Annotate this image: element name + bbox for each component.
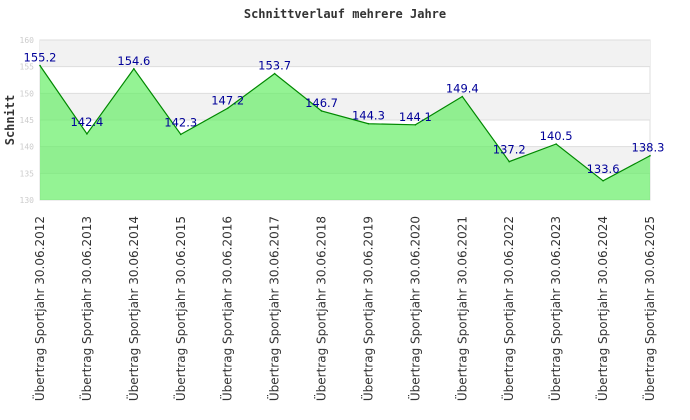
data-point [320, 110, 323, 112]
grid-band [40, 40, 650, 67]
data-label: 133.6 [587, 162, 620, 176]
data-label: 154.6 [117, 54, 150, 68]
data-point [39, 64, 41, 67]
y-tick-label: 135 [20, 169, 35, 178]
y-tick-label: 145 [20, 116, 35, 125]
series-line [39, 65, 651, 182]
x-tick-label: Übertrag Sportjahr 30.06.2017 [266, 216, 282, 401]
x-tick-label: Übertrag Sportjahr 30.06.2021 [453, 216, 469, 401]
data-label: 144.3 [352, 109, 385, 123]
data-point [273, 72, 276, 75]
data-point [414, 124, 417, 126]
y-tick-label: 140 [20, 143, 35, 152]
area-fill [40, 65, 650, 200]
data-point [555, 143, 557, 145]
data-point [602, 180, 604, 182]
x-tick-label: Übertrag Sportjahr 30.06.2025 [641, 216, 657, 401]
data-point [461, 95, 464, 98]
x-tick-label: Übertrag Sportjahr 30.06.2019 [359, 216, 375, 401]
y-axis-label: Schnitt [3, 95, 17, 146]
x-tick-label: Übertrag Sportjahr 30.06.2020 [406, 216, 422, 401]
data-point [179, 133, 182, 136]
data-point [649, 154, 651, 157]
data-label: 144.1 [399, 110, 432, 124]
x-tick-label: Übertrag Sportjahr 30.06.2024 [594, 216, 610, 401]
data-label: 142.4 [70, 115, 103, 129]
x-tick-label: Übertrag Sportjahr 30.06.2015 [172, 216, 188, 401]
data-point [86, 133, 88, 135]
data-label: 138.3 [632, 141, 665, 155]
y-tick-label: 150 [20, 89, 35, 98]
data-label: 153.7 [258, 59, 291, 73]
data-label: 137.2 [493, 143, 526, 157]
x-tick-label: Übertrag Sportjahr 30.06.2013 [78, 216, 94, 401]
data-point [226, 107, 229, 110]
data-label: 146.7 [305, 96, 338, 110]
y-tick-label: 160 [20, 36, 35, 45]
x-tick-label: Übertrag Sportjahr 30.06.2016 [219, 216, 235, 401]
x-tick-label: Übertrag Sportjahr 30.06.2014 [125, 216, 141, 401]
data-label: 155.2 [24, 51, 57, 65]
y-tick-label: 130 [20, 196, 35, 205]
data-label: 142.3 [164, 115, 197, 129]
x-tick-label: Übertrag Sportjahr 30.06.2012 [31, 216, 47, 401]
y-tick-label: 155 [20, 63, 35, 72]
x-tick-label: Übertrag Sportjahr 30.06.2023 [547, 216, 563, 401]
data-point [133, 68, 135, 70]
data-label: 140.5 [540, 129, 573, 143]
x-tick-label: Übertrag Sportjahr 30.06.2018 [313, 216, 329, 401]
x-tick-label: Übertrag Sportjahr 30.06.2022 [500, 216, 516, 401]
data-label: 149.4 [446, 82, 479, 96]
data-point [508, 160, 511, 163]
chart-title: Schnittverlauf mehrere Jahre [244, 7, 446, 21]
data-point [367, 122, 370, 125]
data-label: 147.2 [211, 93, 244, 107]
